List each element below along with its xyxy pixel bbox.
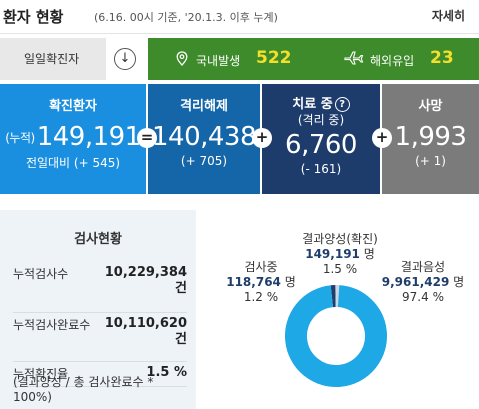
negative-value: 9,961,429 <box>381 275 450 289</box>
testing-legend: 검사중 118,764 명 1.2 % <box>226 260 296 304</box>
released-value: 140,438 <box>151 122 257 152</box>
domestic-value: 522 <box>256 48 292 68</box>
cumulative-prefix: (누적) <box>5 131 35 145</box>
plus-icon: + <box>252 128 272 148</box>
negative-legend: 결과음성 9,961,429 명 97.4 % <box>378 260 468 305</box>
confirmed-label: 확진환자 <box>49 99 97 114</box>
deaths-value: 1,993 <box>394 122 467 152</box>
tests-note: (결과양성 / 총 검사완료수 * 100%) <box>13 375 154 404</box>
help-icon[interactable]: ? <box>334 97 350 112</box>
overseas-label: 해외유입 <box>370 54 415 68</box>
negative-label: 결과음성 <box>400 260 446 274</box>
tests-row: 누적검사완료수 10,110,620 건 <box>13 316 187 362</box>
negative-pct: 97.4 % <box>402 290 444 304</box>
tests-row-label: 누적검사수 <box>13 267 69 281</box>
results-donut <box>285 285 387 387</box>
tests-row-value: 10,110,620 건 <box>104 316 187 347</box>
testing-label: 검사중 <box>244 260 278 274</box>
positive-label: 결과양성(확진) <box>302 232 378 246</box>
domestic-label: 국내발생 <box>196 54 241 68</box>
positive-pct: 1.5 % <box>322 262 358 276</box>
donut-slice-negative <box>285 285 387 387</box>
location-pin-icon <box>176 51 188 70</box>
positive-legend: 결과양성(확진) 149,191 명 1.5 % <box>290 232 390 277</box>
page-title: 환자 현황 <box>3 8 64 26</box>
confirmed-box: 확진환자 (누적)149,191 전일대비 (+ 545) <box>0 84 146 194</box>
deaths-box: 사망 1,993 (+ 1) <box>382 84 479 194</box>
testing-pct: 1.2 % <box>243 290 279 304</box>
tests-row: 누적확진율 1.5 % <box>13 365 187 387</box>
treating-delta: (- 161) <box>300 162 342 176</box>
page-subtitle: (6.16. 00시 기준, '20.1.3. 이후 누계) <box>94 11 278 24</box>
results-donut-area: 결과양성(확진) 149,191 명 1.5 % 검사중 118,764 명 1… <box>206 222 479 409</box>
overseas-value: 23 <box>430 48 454 68</box>
positive-value: 149,191 <box>305 247 360 261</box>
airplane-icon <box>344 50 364 69</box>
stat-boxes: 확진환자 (누적)149,191 전일대비 (+ 545) 격리해제 140,4… <box>0 84 479 194</box>
tests-row-value: 10,229,384 건 <box>104 265 187 296</box>
tests-row-value: 1.5 % <box>146 365 187 380</box>
tests-title: 검사현황 <box>74 232 122 247</box>
treating-label-line: 치료 중? <box>262 93 380 112</box>
released-box: 격리해제 140,438 (+ 705) <box>148 84 260 194</box>
treating-label: 치료 중 <box>292 97 333 112</box>
deaths-label: 사망 <box>418 99 443 114</box>
treating-sublabel: (격리 중) <box>297 113 345 127</box>
deaths-delta: (+ 1) <box>415 154 446 168</box>
released-delta: (+ 705) <box>180 154 228 168</box>
released-label: 격리해제 <box>180 99 228 114</box>
tests-row-label: 누적검사완료수 <box>13 318 91 332</box>
tests-row-label: 누적확진율 <box>13 367 69 381</box>
equals-icon: = <box>137 128 157 148</box>
tests-panel: 검사현황 누적검사수 10,229,384 건 누적검사완료수 10,110,62… <box>0 210 196 409</box>
confirmed-value-line: (누적)149,191 <box>0 122 146 152</box>
daily-label: 일일확진자 <box>0 38 106 80</box>
tests-row: 누적검사수 10,229,384 건 <box>13 265 187 313</box>
confirmed-delta: 전일대비 (+ 545) <box>25 156 121 170</box>
page-header: 환자 현황 (6.16. 00시 기준, '20.1.3. 이후 누계) 자세히 <box>0 0 479 34</box>
treating-value: 6,760 <box>285 130 357 160</box>
toggle-arrow-icon[interactable]: ↓ <box>114 48 136 70</box>
daily-breakdown: 국내발생 522 해외유입 23 <box>148 38 479 80</box>
confirmed-value: 149,191 <box>36 122 142 152</box>
plus-icon: + <box>372 128 392 148</box>
treating-box: 치료 중? (격리 중) 6,760 (- 161) <box>262 84 380 194</box>
testing-value: 118,764 <box>226 275 281 289</box>
daily-confirmed-bar: 일일확진자 ↓ 국내발생 522 해외유입 23 <box>0 38 479 80</box>
more-link[interactable]: 자세히 <box>431 9 465 23</box>
